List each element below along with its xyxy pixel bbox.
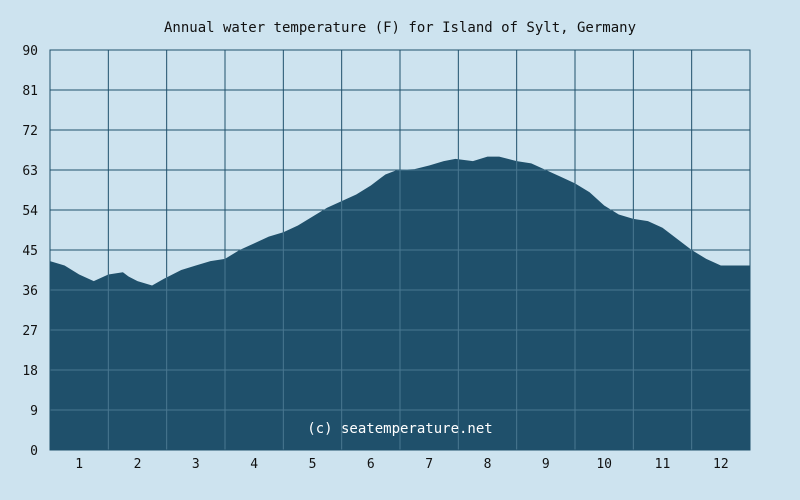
x-tick-label: 7: [425, 457, 433, 472]
x-tick-label: 3: [192, 457, 200, 472]
x-tick-label: 1: [75, 457, 83, 472]
y-tick-label: 9: [30, 404, 38, 419]
x-tick-label: 11: [655, 457, 671, 472]
x-tick-label: 2: [134, 457, 142, 472]
plot-border: [49, 49, 751, 451]
y-tick-label: 0: [30, 444, 38, 459]
watermark: (c) seatemperature.net: [307, 421, 492, 437]
x-tick-label: 6: [367, 457, 375, 472]
foreground-grid: [50, 156, 750, 450]
chart-title: Annual water temperature (F) for Island …: [164, 20, 636, 36]
y-tick-label: 81: [22, 84, 38, 99]
x-tick-label: 9: [542, 457, 550, 472]
y-tick-label: 63: [22, 164, 38, 179]
y-tick-label: 18: [22, 364, 38, 379]
y-axis-ticks: 0 9 18 27 36 45 54 63 72 81 90: [22, 44, 38, 459]
x-tick-label: 10: [596, 457, 612, 472]
x-tick-label: 5: [309, 457, 317, 472]
x-tick-label: 4: [250, 457, 258, 472]
x-tick-label: 12: [713, 457, 729, 472]
x-axis-ticks: 1 2 3 4 5 6 7 8 9 10 11 12: [75, 457, 728, 472]
y-tick-label: 72: [22, 124, 38, 139]
y-tick-label: 45: [22, 244, 38, 259]
y-tick-label: 90: [22, 44, 38, 59]
y-tick-label: 36: [22, 284, 38, 299]
y-tick-label: 27: [22, 324, 38, 339]
y-tick-label: 54: [22, 204, 38, 219]
x-tick-label: 8: [484, 457, 492, 472]
